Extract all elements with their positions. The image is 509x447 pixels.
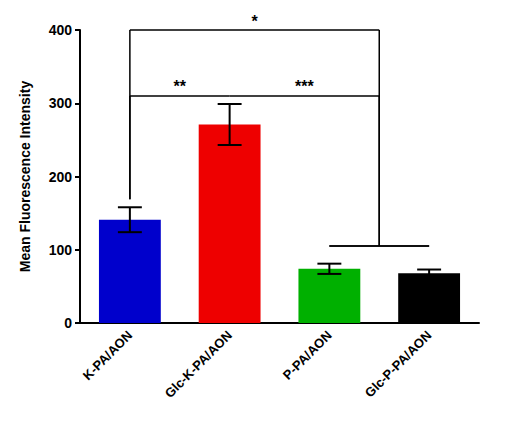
svg-text:K-PA/AON: K-PA/AON	[80, 328, 135, 383]
svg-text:P-PA/AON: P-PA/AON	[280, 328, 335, 383]
svg-text:200: 200	[49, 169, 73, 185]
svg-text:Glc-P-PA/AON: Glc-P-PA/AON	[362, 328, 435, 401]
svg-text:300: 300	[49, 95, 73, 111]
svg-text:100: 100	[49, 242, 73, 258]
svg-text:Glc-K-PA/AON: Glc-K-PA/AON	[162, 328, 235, 401]
svg-text:*: *	[251, 13, 258, 30]
svg-text:Mean Fluorescence Intensity: Mean Fluorescence Intensity	[17, 81, 33, 273]
svg-text:400: 400	[49, 22, 73, 38]
svg-text:0: 0	[64, 315, 72, 331]
svg-text:**: **	[174, 78, 187, 95]
svg-text:***: ***	[295, 78, 314, 95]
